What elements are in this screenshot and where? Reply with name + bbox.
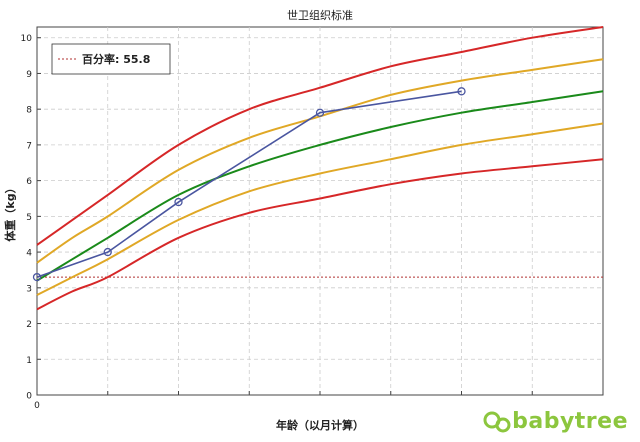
brand-logo: babytree <box>482 408 628 436</box>
y-tick-label: 2 <box>26 320 32 330</box>
series-point <box>457 87 466 96</box>
y-tick-label: 3 <box>26 284 32 294</box>
percentile-curve <box>36 26 604 246</box>
series-point <box>174 197 183 207</box>
percentile-curve <box>36 58 604 264</box>
y-tick-label: 10 <box>21 34 33 44</box>
series-point <box>315 108 325 117</box>
y-tick-label: 9 <box>26 70 32 80</box>
measurement-series <box>32 87 466 282</box>
y-axis-label: 体重（kg） <box>3 182 17 241</box>
y-tick-label: 5 <box>26 213 32 223</box>
series-point <box>103 247 112 257</box>
percentile-curve <box>36 122 604 296</box>
x-axis-label: 年龄（以月计算） <box>276 418 364 432</box>
brand-name: babytree <box>512 409 628 434</box>
percentile-curve <box>36 90 604 282</box>
series-point <box>32 272 42 282</box>
y-tick-label: 7 <box>26 141 32 151</box>
leaf-icon <box>483 411 511 433</box>
y-tick-label: 8 <box>26 106 32 116</box>
y-tick-label: 6 <box>26 177 32 187</box>
percentile-curve <box>36 158 604 311</box>
percentile-curves <box>36 26 604 311</box>
y-tick-label: 4 <box>26 249 32 259</box>
legend-label: 百分率: 55.8 <box>82 52 150 66</box>
series-line <box>36 90 462 278</box>
y-tick-label: 0 <box>26 392 32 402</box>
legend: 百分率: 55.8 <box>51 43 171 75</box>
y-tick-label: 1 <box>26 356 32 366</box>
axis-ticks: 0 1 2 3 4 5 6 7 8 9 10 0 <box>21 34 604 411</box>
chart-title: 世卫组织标准 <box>287 8 353 22</box>
x-tick-label: 0 <box>34 401 40 411</box>
